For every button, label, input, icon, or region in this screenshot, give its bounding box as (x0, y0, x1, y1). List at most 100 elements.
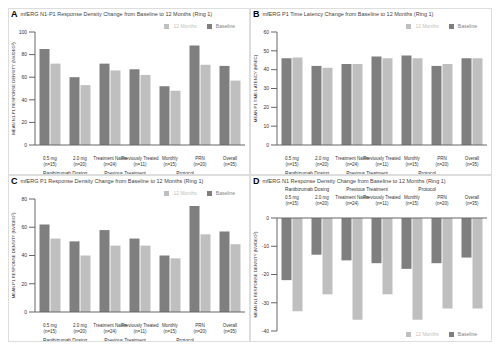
svg-text:(n=11): (n=11) (134, 162, 147, 167)
svg-text:30: 30 (263, 85, 269, 91)
svg-text:Previously Treated: Previously Treated (121, 323, 159, 328)
svg-text:20: 20 (263, 104, 269, 110)
svg-text:0: 0 (24, 309, 27, 315)
svg-text:MEAN P1 RESPONSE DENSITY (NV/D: MEAN P1 RESPONSE DENSITY (NV/DEG²) (11, 212, 16, 298)
svg-text:Ranibizumab Dosing: Ranibizumab Dosing (43, 338, 88, 342)
svg-text:-40: -40 (262, 328, 269, 334)
html-text:12 Months: 12 Months (415, 23, 439, 29)
svg-text:(n=11): (n=11) (134, 329, 147, 334)
svg-text:(n=24): (n=24) (345, 162, 359, 167)
svg-text:(n=15): (n=15) (405, 162, 419, 167)
svg-text:40: 40 (21, 252, 27, 258)
svg-text:Monthly: Monthly (404, 156, 421, 161)
svg-text:Overall: Overall (465, 156, 479, 161)
svg-text:80: 80 (21, 51, 27, 57)
svg-text:0: 0 (266, 215, 269, 221)
svg-text:(n=11): (n=11) (376, 162, 389, 167)
svg-text:(n=15): (n=15) (285, 201, 299, 206)
svg-text:PRN: PRN (195, 323, 205, 328)
svg-text:40: 40 (263, 66, 269, 72)
svg-text:20: 20 (21, 119, 27, 125)
svg-text:0.5 mg: 0.5 mg (285, 156, 299, 161)
svg-text:10: 10 (263, 123, 269, 129)
svg-text:(n=35): (n=35) (465, 162, 479, 167)
html-text:D mfERG N1 Response Density Ch: D mfERG N1 Response Density Change from … (253, 176, 446, 186)
svg-text:Previously Treated: Previously Treated (363, 156, 401, 161)
svg-text:(n=24): (n=24) (103, 329, 117, 334)
svg-text:80: 80 (21, 196, 27, 202)
svg-text:Treatment Naïve: Treatment Naïve (335, 156, 369, 161)
html-text:12 Months: 12 Months (173, 190, 197, 196)
svg-text:(n=20): (n=20) (315, 162, 329, 167)
svg-text:20: 20 (21, 281, 27, 287)
svg-text:MEAN P1 TIME LATENCY (MSEC): MEAN P1 TIME LATENCY (MSEC) (253, 54, 258, 122)
svg-text:Treatment Naïve: Treatment Naïve (93, 323, 127, 328)
svg-text:MEAN N1 RESPONSE DENSITY (NV/D: MEAN N1 RESPONSE DENSITY (NV/DEG²) (253, 231, 258, 317)
svg-text:2.0 mg: 2.0 mg (315, 156, 329, 161)
svg-text:50: 50 (263, 48, 269, 54)
svg-text:Protocol: Protocol (418, 187, 436, 192)
svg-text:-10: -10 (262, 243, 269, 249)
svg-text:60: 60 (21, 224, 27, 230)
svg-text:2.0 mg: 2.0 mg (315, 195, 329, 200)
html-text:12 Months: 12 Months (415, 331, 439, 337)
svg-text:PRN: PRN (195, 156, 205, 161)
svg-text:(n=24): (n=24) (103, 162, 117, 167)
svg-text:Previous Treatment: Previous Treatment (346, 187, 388, 192)
svg-text:PRN: PRN (437, 156, 447, 161)
html-text:A mfERG N1-P1 Response Density: A mfERG N1-P1 Response Density Change fr… (11, 9, 213, 19)
html-text:12 Months: 12 Months (173, 23, 197, 29)
svg-text:Previously Treated: Previously Treated (121, 156, 159, 161)
svg-text:(n=35): (n=35) (223, 162, 237, 167)
svg-text:2.0 mg: 2.0 mg (73, 323, 87, 328)
html-text:C mfERG P1 Response Density Ch: C mfERG P1 Response Density Change from … (11, 176, 204, 186)
svg-text:(n=35): (n=35) (223, 329, 237, 334)
svg-text:0.5 mg: 0.5 mg (43, 156, 57, 161)
svg-text:(n=20): (n=20) (73, 329, 87, 334)
svg-text:(n=11): (n=11) (376, 201, 389, 206)
svg-text:40: 40 (21, 97, 27, 103)
svg-text:60: 60 (263, 29, 269, 35)
svg-text:2.0 mg: 2.0 mg (73, 156, 87, 161)
svg-text:(n=20): (n=20) (193, 329, 207, 334)
svg-text:0: 0 (266, 142, 269, 148)
svg-text:(n=15): (n=15) (285, 162, 299, 167)
svg-text:Overall: Overall (223, 156, 237, 161)
html-text:Baseline: Baseline (457, 23, 477, 29)
svg-text:Ranibizumab Dosing: Ranibizumab Dosing (285, 187, 330, 192)
html-text:Baseline: Baseline (215, 23, 235, 29)
svg-text:0.5 mg: 0.5 mg (285, 195, 299, 200)
svg-text:(n=15): (n=15) (43, 329, 57, 334)
svg-text:(n=35): (n=35) (465, 201, 479, 206)
svg-text:(n=20): (n=20) (193, 162, 207, 167)
svg-text:Treatment Naïve: Treatment Naïve (93, 156, 127, 161)
html-text:Baseline: Baseline (457, 331, 477, 337)
svg-text:(n=20): (n=20) (435, 162, 449, 167)
svg-text:0.5 mg: 0.5 mg (43, 323, 57, 328)
svg-text:(n=15): (n=15) (163, 329, 177, 334)
svg-text:Monthly: Monthly (404, 195, 421, 200)
svg-text:-30: -30 (262, 300, 269, 306)
svg-text:(n=15): (n=15) (43, 162, 57, 167)
svg-text:100: 100 (19, 29, 28, 35)
svg-text:(n=20): (n=20) (435, 201, 449, 206)
svg-text:Overall: Overall (223, 323, 237, 328)
svg-text:MEAN N1-P1 RESPONSE DENSITY (N: MEAN N1-P1 RESPONSE DENSITY (NV/DEG²) (11, 42, 16, 135)
svg-text:60: 60 (21, 74, 27, 80)
html-text:Baseline: Baseline (215, 190, 235, 196)
svg-text:Monthly: Monthly (162, 323, 179, 328)
svg-text:Monthly: Monthly (162, 156, 179, 161)
svg-text:PRN: PRN (437, 195, 447, 200)
svg-text:(n=15): (n=15) (405, 201, 419, 206)
svg-text:-20: -20 (262, 271, 269, 277)
svg-text:Previous Treatment: Previous Treatment (104, 338, 146, 342)
svg-text:(n=20): (n=20) (73, 162, 87, 167)
html-text:B mfERG P1 Time Latency Change: B mfERG P1 Time Latency Change from Base… (253, 9, 434, 19)
svg-text:(n=20): (n=20) (315, 201, 329, 206)
svg-text:Protocol: Protocol (176, 338, 194, 342)
svg-text:Overall: Overall (465, 195, 479, 200)
svg-text:(n=24): (n=24) (345, 201, 359, 206)
svg-text:0: 0 (24, 142, 27, 148)
svg-text:Previously Treated: Previously Treated (363, 195, 401, 200)
svg-text:(n=15): (n=15) (163, 162, 177, 167)
